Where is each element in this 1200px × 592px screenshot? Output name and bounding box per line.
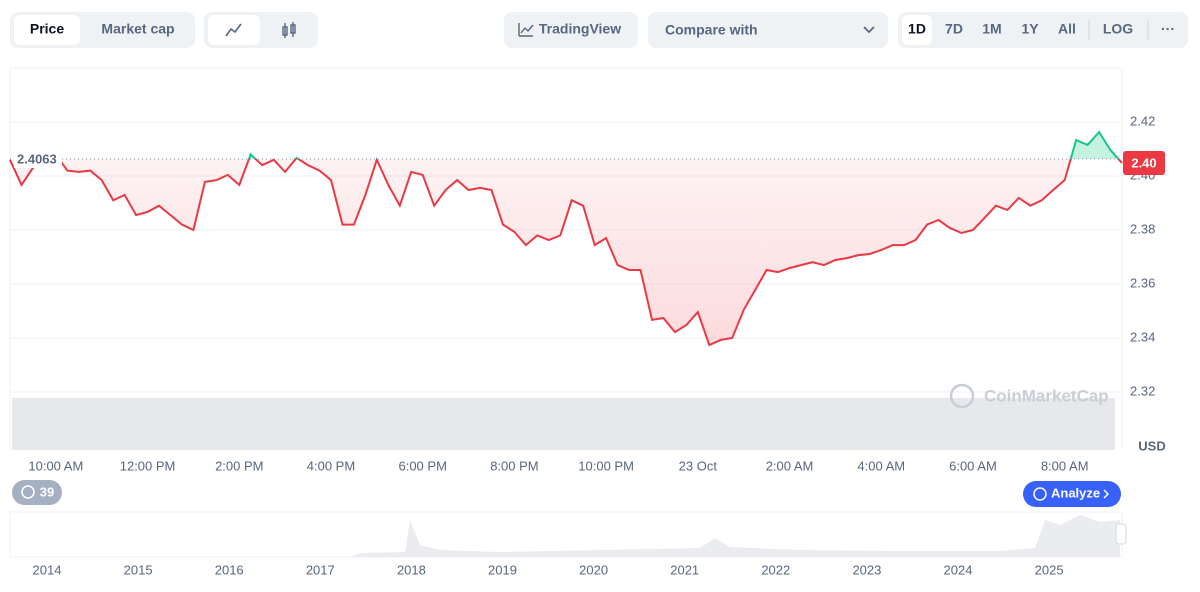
range-button[interactable]: 1M — [982, 21, 1001, 37]
alerts-icon — [21, 485, 35, 499]
x-tick-label: 6:00 AM — [949, 458, 997, 473]
x-tick-label: 4:00 AM — [857, 458, 905, 473]
reference-label-bg — [14, 149, 62, 168]
alerts-count: 39 — [40, 484, 54, 499]
x-tick-label: 2:00 AM — [766, 458, 814, 473]
compare-select[interactable] — [648, 12, 888, 48]
navigator-handle[interactable] — [1115, 523, 1127, 545]
navigator — [9, 511, 1123, 558]
analyze-button[interactable] — [1023, 481, 1121, 507]
watermark: CoinMarketCap — [949, 383, 1109, 409]
chevron — [863, 26, 875, 34]
range-button[interactable]: 7D — [945, 21, 963, 37]
range-button[interactable]: 1Y — [1021, 21, 1039, 37]
tradingview-label: TradingView — [539, 21, 621, 37]
year-label: 2014 — [33, 562, 62, 577]
y-tick-label: 2.42 — [1130, 113, 1155, 128]
watermark-text: CoinMarketCap — [984, 386, 1109, 405]
year-label: 2015 — [124, 562, 153, 577]
line-icon — [225, 23, 242, 37]
analyze-label: Analyze — [1051, 485, 1100, 500]
price-line-below — [9, 158, 1123, 347]
x-tick-label: 2:00 PM — [215, 458, 263, 473]
area-below — [10, 158, 1122, 345]
y-tick-label: 2.38 — [1130, 221, 1155, 236]
year-label: 2018 — [397, 562, 426, 577]
tv-icon — [518, 23, 534, 37]
currency: USD — [1138, 438, 1165, 453]
active-tab — [14, 15, 80, 45]
more-button[interactable]: ··· — [1161, 21, 1175, 37]
navigator-area — [10, 515, 1120, 557]
year-label: 2017 — [306, 562, 335, 577]
x-tick-label: 6:00 PM — [398, 458, 446, 473]
year-label: 2019 — [488, 562, 517, 577]
price-tab[interactable]: Price — [30, 21, 64, 37]
tradingview-button[interactable] — [504, 12, 638, 48]
range-button[interactable]: All — [1058, 21, 1076, 37]
x-tick-label: 10:00 PM — [578, 458, 634, 473]
candle-icon[interactable] — [282, 22, 296, 38]
current-price-label: 2.40 — [1131, 155, 1156, 170]
year-label: 2016 — [215, 562, 244, 577]
year-label: 2020 — [579, 562, 608, 577]
analyze-icon — [1033, 487, 1047, 501]
log-button[interactable]: LOG — [1103, 21, 1133, 37]
x-tick-label: 23 Oct — [679, 458, 718, 473]
y-tick-label: 2.32 — [1130, 383, 1155, 398]
year-label: 2025 — [1035, 562, 1064, 577]
year-label: 2022 — [761, 562, 790, 577]
year-label: 2021 — [670, 562, 699, 577]
y-tick-label: 2.36 — [1130, 275, 1155, 290]
range-toggle — [898, 12, 1188, 48]
x-tick-label: 8:00 PM — [490, 458, 538, 473]
alerts-badge[interactable] — [12, 480, 62, 505]
current-price-badge — [1123, 151, 1165, 176]
year-label: 2023 — [852, 562, 881, 577]
reference-label: 2.4063 — [17, 151, 57, 166]
market-cap-tab[interactable]: Market cap — [101, 21, 174, 37]
x-tick-label: 12:00 PM — [120, 458, 176, 473]
y-tick-label: 2.34 — [1130, 329, 1155, 344]
x-tick-label: 8:00 AM — [1041, 458, 1089, 473]
volume-bars — [12, 398, 1115, 450]
analyze-chevron — [1103, 489, 1110, 499]
line-chart-button[interactable] — [208, 15, 260, 45]
x-tick-label: 10:00 AM — [28, 458, 83, 473]
compare-label: Compare with — [665, 22, 758, 38]
year-label: 2024 — [944, 562, 973, 577]
range-button[interactable]: 1D — [908, 21, 926, 37]
x-tick-label: 4:00 PM — [307, 458, 355, 473]
active-range — [902, 15, 932, 45]
